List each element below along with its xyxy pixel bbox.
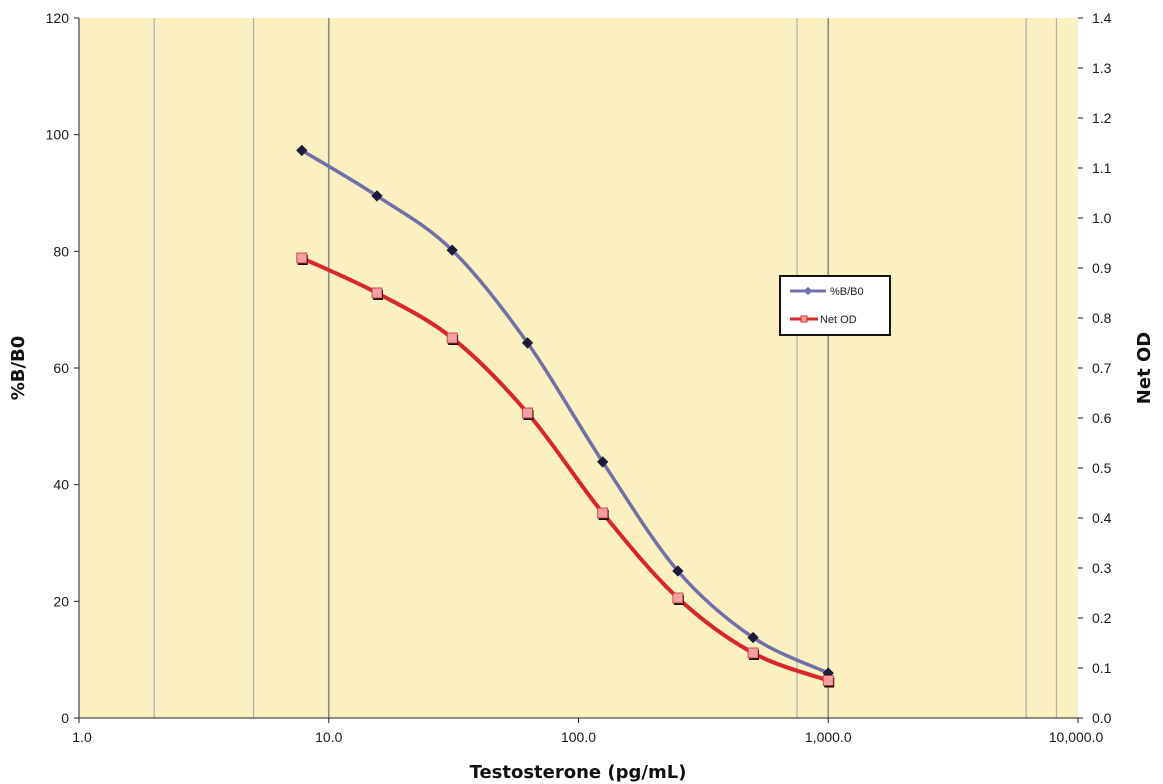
legend-box — [779, 275, 891, 336]
y2-tick-label: 1.3 — [1092, 60, 1112, 76]
y2-tick-label: 0.3 — [1092, 560, 1112, 576]
y-tick-label: 40 — [53, 477, 69, 493]
series-group — [296, 144, 835, 688]
data-point-net-od — [296, 252, 308, 264]
x-axis-ticks: 1.0 10.0 100.0 1,000.0 10,000.0 — [72, 718, 1103, 745]
data-point-pct-b-b0 — [446, 244, 458, 256]
data-point-pct-b-b0 — [371, 190, 383, 202]
y-tick-label: 20 — [53, 593, 69, 609]
x-tick-label: 10.0 — [315, 729, 342, 745]
y2-tick-label: 0.7 — [1092, 360, 1112, 376]
series-line-pct-b-b0 — [300, 148, 829, 675]
plot-area — [79, 18, 1078, 718]
y2-tick-label: 0.6 — [1092, 410, 1112, 426]
series-line-net-od — [300, 256, 829, 683]
y2-tick-label: 0.2 — [1092, 610, 1112, 626]
data-point-net-od — [597, 507, 609, 519]
y-tick-label: 60 — [53, 360, 69, 376]
legend: %B/B0 Net OD — [779, 275, 891, 336]
y2-tick-label: 1.0 — [1092, 210, 1112, 226]
right-y-axis-ticks: 0.0 0.1 0.2 0.3 0.4 0.5 0.6 0.7 0.8 0.9 1.0 1.1 1.2 1… — [1078, 10, 1112, 726]
data-point-net-od — [747, 647, 759, 659]
y2-tick-label: 0.0 — [1092, 710, 1112, 726]
x-tick-label: 10,000.0 — [1049, 729, 1104, 745]
data-point-net-od — [822, 675, 834, 686]
right-y-axis-title: Net OD — [1134, 332, 1155, 404]
x-tick-label: 1,000.0 — [805, 729, 852, 745]
y2-tick-label: 0.1 — [1092, 660, 1112, 676]
x-tick-label: 100.0 — [561, 729, 596, 745]
gridlines — [153, 18, 1058, 718]
x-tick-label: 1.0 — [72, 729, 92, 745]
data-point-pct-b-b0 — [747, 631, 759, 644]
y-tick-label: 100 — [46, 127, 70, 143]
legend-marker-pct-b-b0 — [803, 286, 813, 296]
left-y-axis-title: %B/B0 — [8, 336, 29, 401]
y2-tick-label: 1.4 — [1092, 10, 1112, 26]
y2-tick-label: 1.2 — [1092, 110, 1112, 126]
data-point-net-od — [672, 592, 684, 604]
y-tick-label: 0 — [61, 710, 69, 726]
legend-label-net-od: Net OD — [820, 314, 857, 326]
data-point-net-od — [446, 332, 458, 344]
y-tick-label: 120 — [46, 10, 70, 26]
data-point-pct-b-b0 — [296, 144, 308, 157]
left-y-axis-ticks: 0 20 40 60 80 100 120 — [46, 10, 79, 726]
data-point-pct-b-b0 — [672, 565, 684, 577]
legend-label-pct-b-b0: %B/B0 — [830, 286, 864, 298]
x-axis-title: Testosterone (pg/mL) — [470, 762, 687, 783]
y-tick-label: 80 — [53, 243, 69, 259]
legend-marker-net-od — [800, 315, 808, 323]
y2-tick-label: 0.4 — [1092, 510, 1112, 526]
y2-tick-label: 0.5 — [1092, 460, 1112, 476]
y2-tick-label: 0.8 — [1092, 310, 1112, 326]
data-point-net-od — [522, 407, 533, 419]
data-point-pct-b-b0 — [597, 456, 609, 468]
data-point-pct-b-b0 — [521, 337, 534, 349]
data-point-net-od — [371, 287, 383, 299]
y2-tick-label: 1.1 — [1092, 160, 1112, 176]
y2-tick-label: 0.9 — [1092, 260, 1112, 276]
